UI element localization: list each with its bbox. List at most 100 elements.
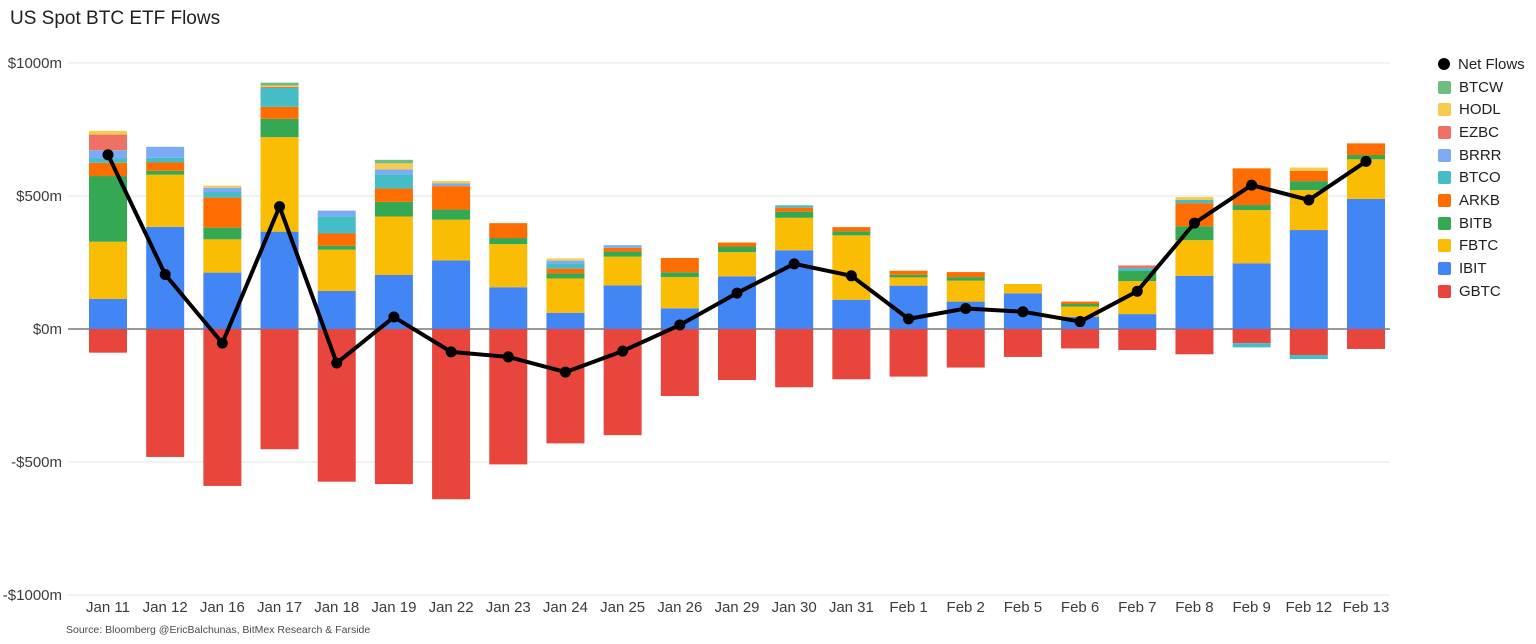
x-tick-label: Jan 26 bbox=[657, 599, 702, 616]
bar-jan-25 bbox=[603, 245, 642, 436]
x-tick-label: Feb 6 bbox=[1061, 599, 1099, 616]
bar-segment-ibit bbox=[660, 308, 699, 329]
legend-label: IBIT bbox=[1459, 260, 1487, 278]
bar-segment-ezbc bbox=[260, 86, 299, 89]
source-note: Source: Bloomberg @EricBalchunas, BitMex… bbox=[66, 624, 371, 636]
bar-segment-bitb bbox=[1118, 271, 1157, 282]
bar-segment-fbtc bbox=[832, 235, 871, 300]
bar-segment-ibit bbox=[1175, 275, 1214, 329]
bar-segment-gbtc bbox=[374, 329, 413, 485]
bar-segment-brrr bbox=[203, 187, 242, 193]
bar-segment-btco bbox=[546, 263, 585, 269]
bar-segment-arkb bbox=[203, 197, 242, 228]
bar-segment-arkb bbox=[146, 162, 185, 171]
legend-swatch-icon bbox=[1438, 284, 1451, 298]
bar-jan-16 bbox=[203, 185, 242, 486]
bar-segment-hodl bbox=[1289, 167, 1328, 171]
x-axis-labels: Jan 11 Jan 12 Jan 16 Jan 17 Jan 18 Jan 19 Jan … bbox=[86, 599, 1389, 616]
x-tick-label: Jan 23 bbox=[486, 599, 531, 616]
bar-segment-fbtc bbox=[317, 249, 356, 291]
bar-segment-bitb bbox=[603, 251, 642, 257]
x-tick-label: Feb 12 bbox=[1285, 599, 1332, 616]
bar-segment-hodl bbox=[432, 181, 471, 184]
bar-segment-ibit bbox=[546, 312, 585, 329]
bar-jan-30 bbox=[775, 205, 814, 388]
bar-segment-fbtc bbox=[203, 239, 242, 273]
bar-segment-bitb bbox=[1061, 303, 1100, 307]
x-tick-label: Jan 25 bbox=[600, 599, 645, 616]
bar-segment-arkb bbox=[317, 233, 356, 246]
x-tick-label: Jan 29 bbox=[714, 599, 759, 616]
net-flows-point-icon bbox=[388, 311, 400, 323]
bar-segment-bitb bbox=[89, 176, 127, 242]
bar-segment-arkb bbox=[1061, 301, 1100, 304]
legend-item-btco: BTCO bbox=[1438, 166, 1525, 189]
y-tick-label: $0m bbox=[33, 321, 62, 338]
bar-segment-fbtc bbox=[260, 137, 299, 232]
bar-segment-ibit bbox=[1346, 198, 1385, 329]
bar-segment-gbtc bbox=[203, 329, 242, 486]
x-tick-label: Jan 11 bbox=[86, 599, 130, 616]
x-tick-label: Jan 18 bbox=[314, 599, 359, 616]
net-flows-point-icon bbox=[159, 268, 171, 280]
bar-segment-ibit bbox=[432, 260, 471, 329]
bar-segment-gbtc bbox=[260, 329, 299, 450]
bar-segment-fbtc bbox=[89, 241, 127, 299]
bar-segment-fbtc bbox=[660, 277, 699, 309]
x-tick-label: Feb 13 bbox=[1343, 599, 1390, 616]
net-flows-point-icon bbox=[788, 258, 800, 270]
bar-segment-btco bbox=[374, 174, 413, 189]
bar-segment-arkb bbox=[832, 227, 871, 232]
bar-segment-hodl bbox=[203, 185, 242, 188]
bar-segment-btcw bbox=[374, 159, 413, 164]
bar-segment-gbtc bbox=[1232, 329, 1271, 344]
bar-segment-gbtc bbox=[660, 329, 699, 397]
bar-segment-gbtc bbox=[1289, 329, 1328, 356]
net-flows-point-icon bbox=[1131, 285, 1143, 297]
bar-segment-bitb bbox=[432, 209, 471, 220]
net-flows-point-icon bbox=[559, 366, 571, 378]
net-flows-marker-icon bbox=[1438, 58, 1450, 71]
legend-swatch-icon bbox=[1438, 125, 1451, 139]
bar-segment-gbtc bbox=[775, 329, 814, 388]
x-tick-label: Jan 31 bbox=[829, 599, 874, 616]
bar-segment-arkb bbox=[889, 270, 928, 275]
bar-segment-fbtc bbox=[546, 278, 585, 313]
bar-segment-arkb bbox=[1346, 143, 1385, 156]
bar-segment-gbtc bbox=[146, 329, 185, 457]
bar-jan-23 bbox=[489, 223, 528, 465]
x-tick-label: Feb 7 bbox=[1118, 599, 1156, 616]
bar-segment-arkb bbox=[432, 186, 471, 210]
y-tick-label: $1000m bbox=[8, 55, 62, 72]
net-flows-point-icon bbox=[331, 357, 343, 369]
bar-segment-fbtc bbox=[1061, 306, 1100, 317]
bar-segment-bitb bbox=[317, 245, 356, 250]
bar-segment-gbtc bbox=[1175, 329, 1214, 355]
net-flows-point-icon bbox=[960, 303, 972, 315]
x-tick-label: Jan 12 bbox=[143, 599, 188, 616]
bar-segment-ezbc bbox=[89, 134, 127, 151]
bar-jan-24 bbox=[546, 258, 585, 444]
net-flows-point-icon bbox=[731, 287, 743, 299]
bar-segment-gbtc bbox=[546, 329, 585, 444]
legend-item-ibit: IBIT bbox=[1438, 257, 1525, 280]
bar-segment-btco bbox=[775, 205, 814, 208]
legend-item-ezbc: EZBC bbox=[1438, 121, 1525, 144]
legend-item-hodl: HODL bbox=[1438, 98, 1525, 121]
bar-jan-22 bbox=[432, 181, 471, 500]
x-tick-label: Jan 17 bbox=[257, 599, 302, 616]
bar-segment-brrr bbox=[432, 183, 471, 187]
bar-segment-gbtc bbox=[1118, 329, 1157, 351]
bar-segment-bitb bbox=[546, 273, 585, 279]
bar-segment-bitb bbox=[832, 231, 871, 236]
bar-segment-gbtc bbox=[1061, 329, 1100, 349]
bar-segment-bitb bbox=[1232, 205, 1271, 211]
bar-segment-fbtc bbox=[1232, 210, 1271, 264]
net-flows-point-icon bbox=[216, 337, 228, 349]
bar-segment-fbtc bbox=[775, 217, 814, 251]
legend-label: BITB bbox=[1459, 214, 1493, 232]
bar-segment-gbtc bbox=[946, 329, 985, 368]
bar-segment-arkb bbox=[1289, 170, 1328, 182]
page-title: US Spot BTC ETF Flows bbox=[10, 8, 221, 29]
